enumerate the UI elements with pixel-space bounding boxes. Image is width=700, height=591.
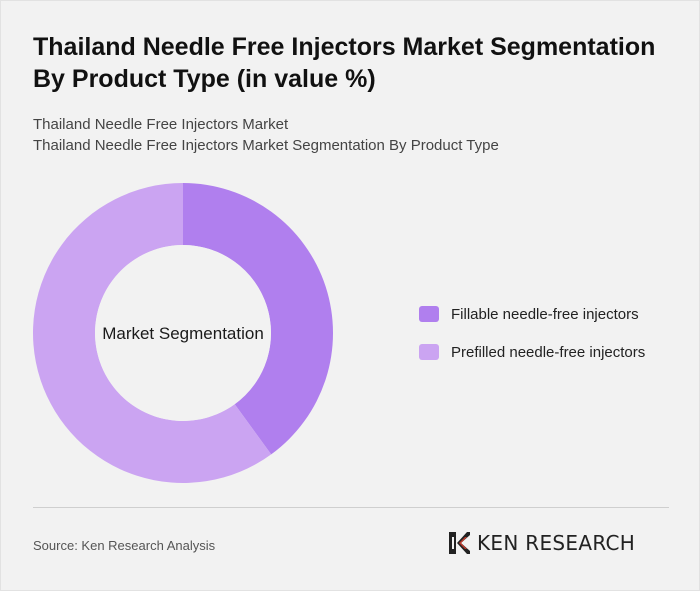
legend-item: Fillable needle-free injectors: [419, 304, 645, 324]
ken-research-logo-icon: [449, 532, 470, 554]
donut-chart: Market Segmentation: [32, 183, 333, 483]
center-label: Market Segmentation: [102, 324, 264, 343]
brand-logo: KEN RESEARCH: [447, 531, 635, 555]
subtitle-block: Thailand Needle Free Injectors Market Th…: [33, 114, 673, 156]
legend-swatch: [419, 344, 439, 360]
legend-label: Prefilled needle-free injectors: [451, 343, 646, 361]
legend-label: Fillable needle-free injectors: [451, 305, 639, 323]
subtitle-market: Thailand Needle Free Injectors Market: [33, 116, 289, 133]
donut-hole: [95, 245, 271, 421]
subtitle-segmentation: Thailand Needle Free Injectors Market Se…: [33, 137, 499, 154]
legend-item: Prefilled needle-free injectors: [419, 342, 645, 362]
footer-divider: [33, 507, 669, 508]
source-note: Source: Ken Research Analysis: [33, 538, 216, 553]
donut-slice-2: [32, 183, 272, 483]
chart-title: Thailand Needle Free Injectors Market Se…: [33, 33, 656, 93]
brand-name: KEN RESEARCH: [477, 531, 636, 555]
donut-slice-1: [183, 183, 333, 455]
legend-swatch: [419, 306, 439, 322]
chart-legend: Fillable needle-free injectors Prefilled …: [419, 304, 645, 380]
